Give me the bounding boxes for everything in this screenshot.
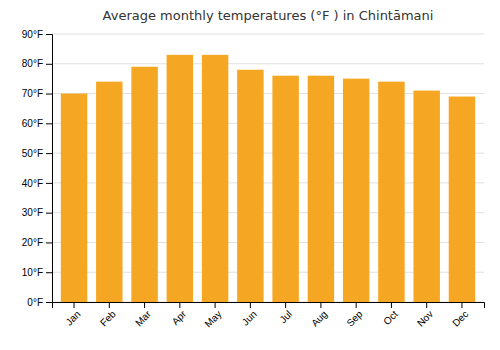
y-axis: 0°F 10°F 20°F 30°F 40°F 50°F 60°F 70°F 80°F 90°F <box>22 29 53 308</box>
tick: Jan <box>63 302 82 328</box>
tick-label: 80°F <box>22 58 43 69</box>
tick-mark <box>46 213 52 214</box>
plot: 0°F 10°F 20°F 30°F 40°F 50°F 60°F 70°F 80°F 90°F J… <box>22 29 485 330</box>
tick: 30°F <box>22 207 52 218</box>
tick-label: Nov <box>415 308 435 328</box>
tick-label: 70°F <box>22 88 43 99</box>
tick-label: 60°F <box>22 118 43 129</box>
tick-mark <box>46 153 52 154</box>
tick-mark <box>46 272 52 273</box>
tick-mark <box>215 302 216 308</box>
tick-mark <box>46 183 52 184</box>
tick-mark <box>46 123 52 124</box>
tick-mark <box>320 302 321 308</box>
tick-label: Dec <box>450 308 470 328</box>
grid <box>52 34 484 302</box>
tick-label: Jun <box>240 308 259 327</box>
bar <box>449 97 475 302</box>
tick-label: Aug <box>309 308 329 328</box>
tick-mark <box>46 242 52 243</box>
x-axis: Jan Feb Mar Apr May Jun Jul Aug Sep Oct Nov Dec <box>53 302 485 330</box>
bar <box>343 79 369 302</box>
tick: Jun <box>240 302 259 328</box>
tick: 40°F <box>22 178 52 189</box>
tick: Aug <box>309 302 329 329</box>
bar <box>308 76 334 302</box>
tick-label: 40°F <box>22 178 43 189</box>
tick-label: Feb <box>98 308 118 328</box>
tick-mark <box>144 302 145 308</box>
tick-mark <box>46 302 52 303</box>
tick: 50°F <box>22 148 52 159</box>
tick-mark <box>179 302 180 308</box>
tick-label: Apr <box>170 308 189 327</box>
tick-mark <box>74 302 75 308</box>
tick-mark <box>46 94 52 95</box>
tick: 10°F <box>22 267 52 278</box>
tick-mark <box>426 302 427 308</box>
tick-mark <box>285 302 286 308</box>
bar <box>131 67 157 302</box>
tick-label: Sep <box>344 308 365 329</box>
bar <box>237 70 263 302</box>
tick-label: 0°F <box>27 297 43 308</box>
grid-line <box>52 34 484 35</box>
tick: May <box>202 302 223 330</box>
tick-mark <box>356 302 357 308</box>
tick: 60°F <box>22 118 52 129</box>
tick: Nov <box>415 302 435 329</box>
tick: Mar <box>133 302 153 328</box>
tick-mark <box>391 302 392 308</box>
bar <box>272 76 298 302</box>
tick: Jul <box>277 302 294 325</box>
bar <box>96 82 122 302</box>
tick-label: Mar <box>133 308 153 328</box>
tick-label: Oct <box>381 308 400 327</box>
tick-label: 30°F <box>22 207 43 218</box>
tick-label: Jan <box>63 308 82 327</box>
tick: 0°F <box>27 297 52 308</box>
tick: 70°F <box>22 88 52 99</box>
bar <box>61 94 87 302</box>
axis-line <box>53 303 485 309</box>
tick-label: 50°F <box>22 148 43 159</box>
tick-label: May <box>202 308 223 329</box>
bar <box>167 55 193 302</box>
bar <box>378 82 404 302</box>
axis-line <box>46 35 53 303</box>
tick-label: 90°F <box>22 29 43 40</box>
title: Average monthly temperatures (°F ) in Ch… <box>103 8 434 23</box>
tick: Sep <box>344 302 365 329</box>
bar <box>202 55 228 302</box>
grid-line <box>52 63 484 64</box>
tick: Dec <box>450 302 470 329</box>
tick: Feb <box>98 302 118 328</box>
tick-mark <box>46 34 52 35</box>
tick-mark <box>109 302 110 308</box>
bar <box>413 91 439 302</box>
tick-label: 20°F <box>22 237 43 248</box>
tick-label: Jul <box>277 308 294 325</box>
tick: 20°F <box>22 237 52 248</box>
tick: Oct <box>381 302 400 327</box>
tick-mark <box>461 302 462 308</box>
tick: 80°F <box>22 58 52 69</box>
marks <box>61 55 475 302</box>
tick-label: 10°F <box>22 267 43 278</box>
tick: Apr <box>170 302 189 327</box>
tick: 90°F <box>22 29 52 40</box>
tick-mark <box>46 64 52 65</box>
chart: 0°F 10°F 20°F 30°F 40°F 50°F 60°F 70°F 80°F 90°F J… <box>0 0 500 350</box>
tick-mark <box>250 302 251 308</box>
